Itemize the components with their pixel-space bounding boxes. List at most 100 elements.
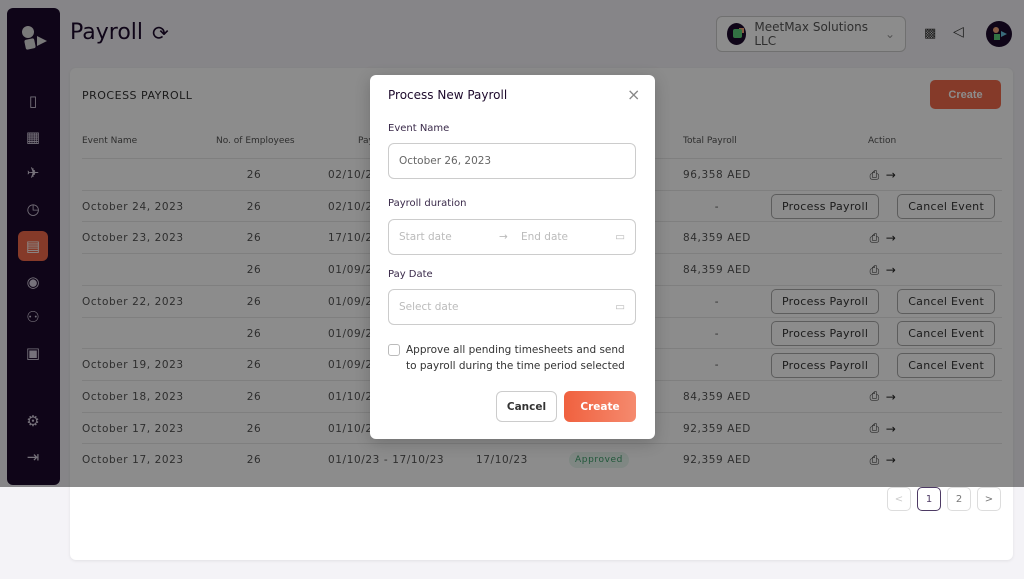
event-name-cell: October 19, 2023 (82, 359, 184, 372)
settings-icon[interactable]: ⚙ (26, 412, 40, 430)
cancel-event-button[interactable]: Cancel Event (897, 352, 996, 378)
total-payroll-cell: 92,359 AED (683, 422, 751, 435)
avatar[interactable] (986, 21, 1012, 47)
next-page-button[interactable]: > (977, 487, 1001, 511)
duration-cell: 01/09/23 (328, 295, 380, 308)
download-icon[interactable]: ⎙ (869, 230, 880, 245)
pay-date-input[interactable]: Select date ▭ (388, 289, 636, 325)
header-employees: No. of Employees (216, 136, 295, 146)
duration-cell: 17/10/23 (328, 232, 380, 245)
page-2-button[interactable]: 2 (947, 487, 971, 511)
download-icon[interactable]: ⎙ (869, 389, 880, 404)
total-payroll-cell: 92,359 AED (683, 454, 751, 467)
payroll-duration-input[interactable]: Start date → End date ▭ (388, 219, 636, 255)
reports-icon[interactable]: ▣ (25, 344, 41, 362)
arrow-right-icon[interactable]: → (885, 421, 897, 436)
payroll-icon[interactable]: ▤ (18, 231, 48, 261)
employees-cell: 26 (246, 264, 262, 277)
download-icon[interactable]: ⎙ (869, 452, 880, 467)
employees-cell: 26 (246, 390, 262, 403)
total-payroll-cell: 84,359 AED (683, 264, 751, 277)
arrow-right-icon: → (499, 231, 508, 243)
event-name-cell: October 18, 2023 (82, 390, 184, 403)
process-payroll-button[interactable]: Process Payroll (770, 194, 880, 220)
app-logo (22, 26, 47, 50)
pay-date-placeholder: Select date (399, 301, 459, 313)
close-icon[interactable]: × (627, 85, 641, 104)
cancel-event-button[interactable]: Cancel Event (897, 194, 996, 220)
action-cell: ⎙ → (768, 381, 998, 413)
action-cell: Process Payroll Cancel Event (768, 318, 998, 350)
qr-code-icon[interactable]: ▩ (924, 26, 937, 41)
timer-icon[interactable]: ◷ (26, 200, 40, 218)
total-payroll-cell: - (714, 327, 720, 340)
calendar-icon[interactable]: ▦ (25, 128, 41, 146)
download-icon[interactable]: ⎙ (869, 421, 880, 436)
action-cell: Process Payroll Cancel Event (768, 349, 998, 381)
approve-timesheets-checkbox[interactable] (388, 344, 400, 356)
employees-cell: 26 (246, 327, 262, 340)
sidebar: ▯ ▦ ✈ ◷ ▤ ◉ ⚇ ▣ ⚙ ⇥ (7, 8, 60, 485)
header-event-name: Event Name (82, 136, 138, 146)
duration-cell: 02/10/23 (328, 200, 380, 213)
prev-page-button[interactable]: < (887, 487, 911, 511)
action-cell: Process Payroll Cancel Event (768, 191, 998, 223)
employees-cell: 26 (246, 359, 262, 372)
event-name-input[interactable]: October 26, 2023 (388, 143, 636, 179)
arrow-right-icon[interactable]: → (885, 231, 897, 246)
event-name-cell: October 22, 2023 (82, 295, 184, 308)
arrow-right-icon[interactable]: → (885, 168, 897, 182)
download-icon[interactable]: ⎙ (869, 167, 880, 182)
total-payroll-cell: 96,358 AED (683, 169, 751, 181)
action-cell: ⎙ → (768, 444, 998, 476)
header-action: Action (868, 136, 897, 146)
employees-cell: 26 (246, 422, 262, 435)
user-profile-icon[interactable]: ◉ (26, 273, 40, 291)
total-payroll-cell: 84,359 AED (683, 232, 751, 245)
dashboard-icon[interactable]: ▯ (28, 92, 38, 110)
team-icon[interactable]: ⚇ (26, 308, 40, 326)
page-1-button[interactable]: 1 (917, 487, 941, 511)
company-selector[interactable]: MeetMax Solutions LLC ⌄ (716, 16, 906, 52)
status-cell: Approved (569, 444, 629, 476)
status-badge: Approved (569, 452, 629, 469)
arrow-right-icon[interactable]: → (885, 263, 897, 278)
payroll-duration-label: Payroll duration (388, 198, 467, 209)
logout-icon[interactable]: ⇥ (26, 448, 40, 466)
cancel-event-button[interactable]: Cancel Event (897, 289, 996, 315)
action-cell: ⎙ → (768, 254, 998, 286)
total-payroll-cell: 84,359 AED (683, 390, 751, 403)
employees-cell: 26 (246, 200, 262, 213)
end-date-input[interactable]: End date (521, 231, 568, 243)
action-cell: ⎙ → (768, 222, 998, 254)
refresh-icon[interactable]: ⟳ (152, 21, 169, 45)
action-cell: ⎙ → (768, 413, 998, 445)
create-payroll-button[interactable]: Create (564, 391, 636, 422)
arrow-right-icon[interactable]: → (885, 453, 897, 468)
create-button[interactable]: Create (930, 80, 1001, 109)
duration-cell: 01/09/23 (328, 264, 380, 277)
table-row: October 17, 2023 26 01/10/23 - 17/10/23 … (82, 443, 1002, 475)
event-name-value: October 26, 2023 (399, 155, 492, 167)
process-payroll-button[interactable]: Process Payroll (770, 321, 880, 346)
megaphone-icon[interactable]: ◁ (953, 24, 964, 40)
company-name: MeetMax Solutions LLC (754, 20, 868, 48)
pay-date-cell: 17/10/23 (476, 454, 528, 467)
approve-timesheets-label: Approve all pending timesheets and send … (406, 344, 625, 372)
download-icon[interactable]: ⎙ (869, 262, 880, 277)
start-date-input[interactable]: Start date (399, 231, 452, 243)
process-payroll-button[interactable]: Process Payroll (770, 352, 880, 378)
page-title: Payroll (70, 20, 144, 45)
company-logo (727, 23, 747, 45)
cancel-button[interactable]: Cancel (496, 391, 557, 422)
action-cell: ⎙ → (768, 159, 998, 191)
header-pay: Pay (358, 136, 374, 146)
total-payroll-cell: - (714, 359, 720, 372)
cancel-event-button[interactable]: Cancel Event (897, 321, 996, 346)
header-total-payroll: Total Payroll (683, 136, 737, 146)
travel-icon[interactable]: ✈ (26, 164, 40, 182)
event-name-cell: October 17, 2023 (82, 454, 184, 467)
process-payroll-button[interactable]: Process Payroll (770, 289, 880, 315)
arrow-right-icon[interactable]: → (885, 389, 897, 404)
duration-cell: 02/10/23 (328, 169, 380, 181)
